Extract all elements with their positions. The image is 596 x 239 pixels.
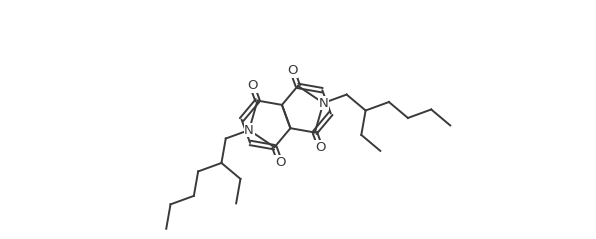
Text: O: O (315, 141, 325, 154)
Text: N: N (318, 97, 328, 109)
Text: O: O (287, 64, 297, 77)
Text: O: O (275, 156, 285, 169)
Text: O: O (247, 79, 257, 92)
Text: N: N (244, 124, 254, 136)
